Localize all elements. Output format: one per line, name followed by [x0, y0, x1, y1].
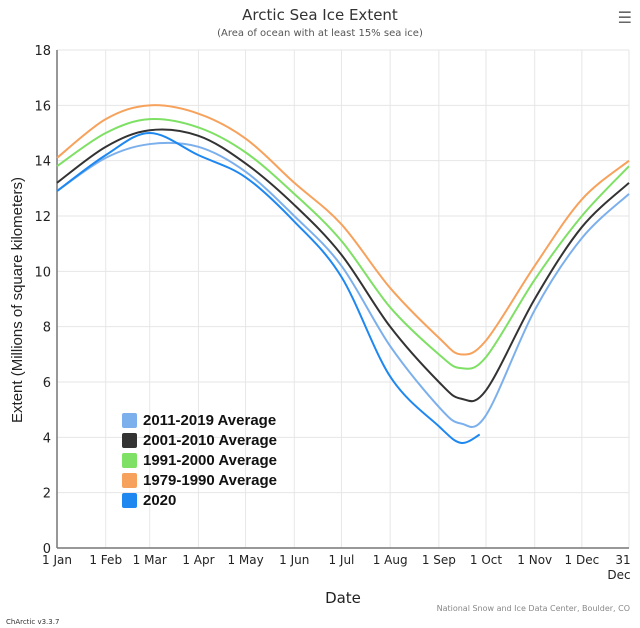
legend-item[interactable]: 1979-1990 Average — [122, 470, 277, 490]
y-tick-label: 0 — [43, 542, 51, 557]
y-tick-label: 14 — [34, 155, 51, 170]
chart-subtitle: (Area of ocean with at least 15% sea ice… — [217, 28, 423, 39]
x-tick-label: 1 Jun — [279, 553, 309, 567]
legend-swatch — [122, 452, 137, 468]
x-tick-label: 1 Aug — [373, 553, 408, 567]
legend-item[interactable]: 2020 — [122, 490, 277, 510]
x-tick-label: 1 Jan — [42, 553, 72, 567]
x-tick-label-line2: Dec — [607, 568, 630, 582]
x-tick-label: 1 Mar — [133, 553, 167, 567]
y-tick-label: 12 — [34, 210, 51, 225]
legend-label: 2020 — [143, 491, 177, 509]
legend-item[interactable]: 2001-2010 Average — [122, 430, 277, 450]
x-tick-label: 31 — [615, 553, 630, 567]
legend-swatch — [122, 412, 137, 428]
y-tick-label: 10 — [34, 265, 51, 280]
legend-item[interactable]: 1991-2000 Average — [122, 450, 277, 470]
x-tick-label: 1 May — [227, 553, 263, 567]
legend-item[interactable]: 2011-2019 Average — [122, 410, 277, 430]
y-axis-label: Extent (Millions of square kilometers) — [9, 177, 26, 423]
x-axis-label: Date — [325, 589, 361, 607]
y-tick-label: 4 — [43, 431, 51, 446]
legend: 2011-2019 Average 2001-2010 Average 1991-2… — [122, 410, 277, 510]
x-tick-label: 1 Sep — [422, 553, 456, 567]
legend-label: 2011-2019 Average — [143, 411, 277, 429]
credit-text: National Snow and Ice Data Center, Bould… — [436, 604, 630, 613]
x-tick-label: 1 Nov — [517, 553, 552, 567]
series-line-1979-1990-average — [56, 104, 630, 356]
x-tick-label: 1 Dec — [565, 553, 600, 567]
y-tick-label: 18 — [34, 44, 51, 59]
y-tick-label: 2 — [43, 487, 51, 502]
y-tick-label: 8 — [43, 321, 51, 336]
version-text: ChArctic v3.3.7 — [6, 618, 60, 626]
y-tick-label: 6 — [43, 376, 51, 391]
legend-swatch — [122, 472, 137, 488]
series-line-2020 — [56, 131, 481, 444]
x-tick-label: 1 Feb — [89, 553, 122, 567]
x-tick-label: 1 Jul — [328, 553, 354, 567]
legend-label: 2001-2010 Average — [143, 431, 277, 449]
legend-swatch — [122, 432, 137, 448]
legend-label: 1979-1990 Average — [143, 471, 277, 489]
chart-title: Arctic Sea Ice Extent — [242, 6, 398, 24]
series-line-2011-2019-average — [56, 141, 630, 428]
legend-label: 1991-2000 Average — [143, 451, 277, 469]
y-tick-label: 16 — [34, 99, 51, 114]
legend-swatch — [122, 492, 137, 508]
series-line-1991-2000-average — [56, 118, 630, 370]
x-tick-label: 1 Apr — [182, 553, 214, 567]
series-line-2001-2010-average — [56, 128, 630, 403]
hamburger-menu-icon[interactable]: ☰ — [617, 8, 632, 27]
x-tick-label: 1 Oct — [470, 553, 502, 567]
